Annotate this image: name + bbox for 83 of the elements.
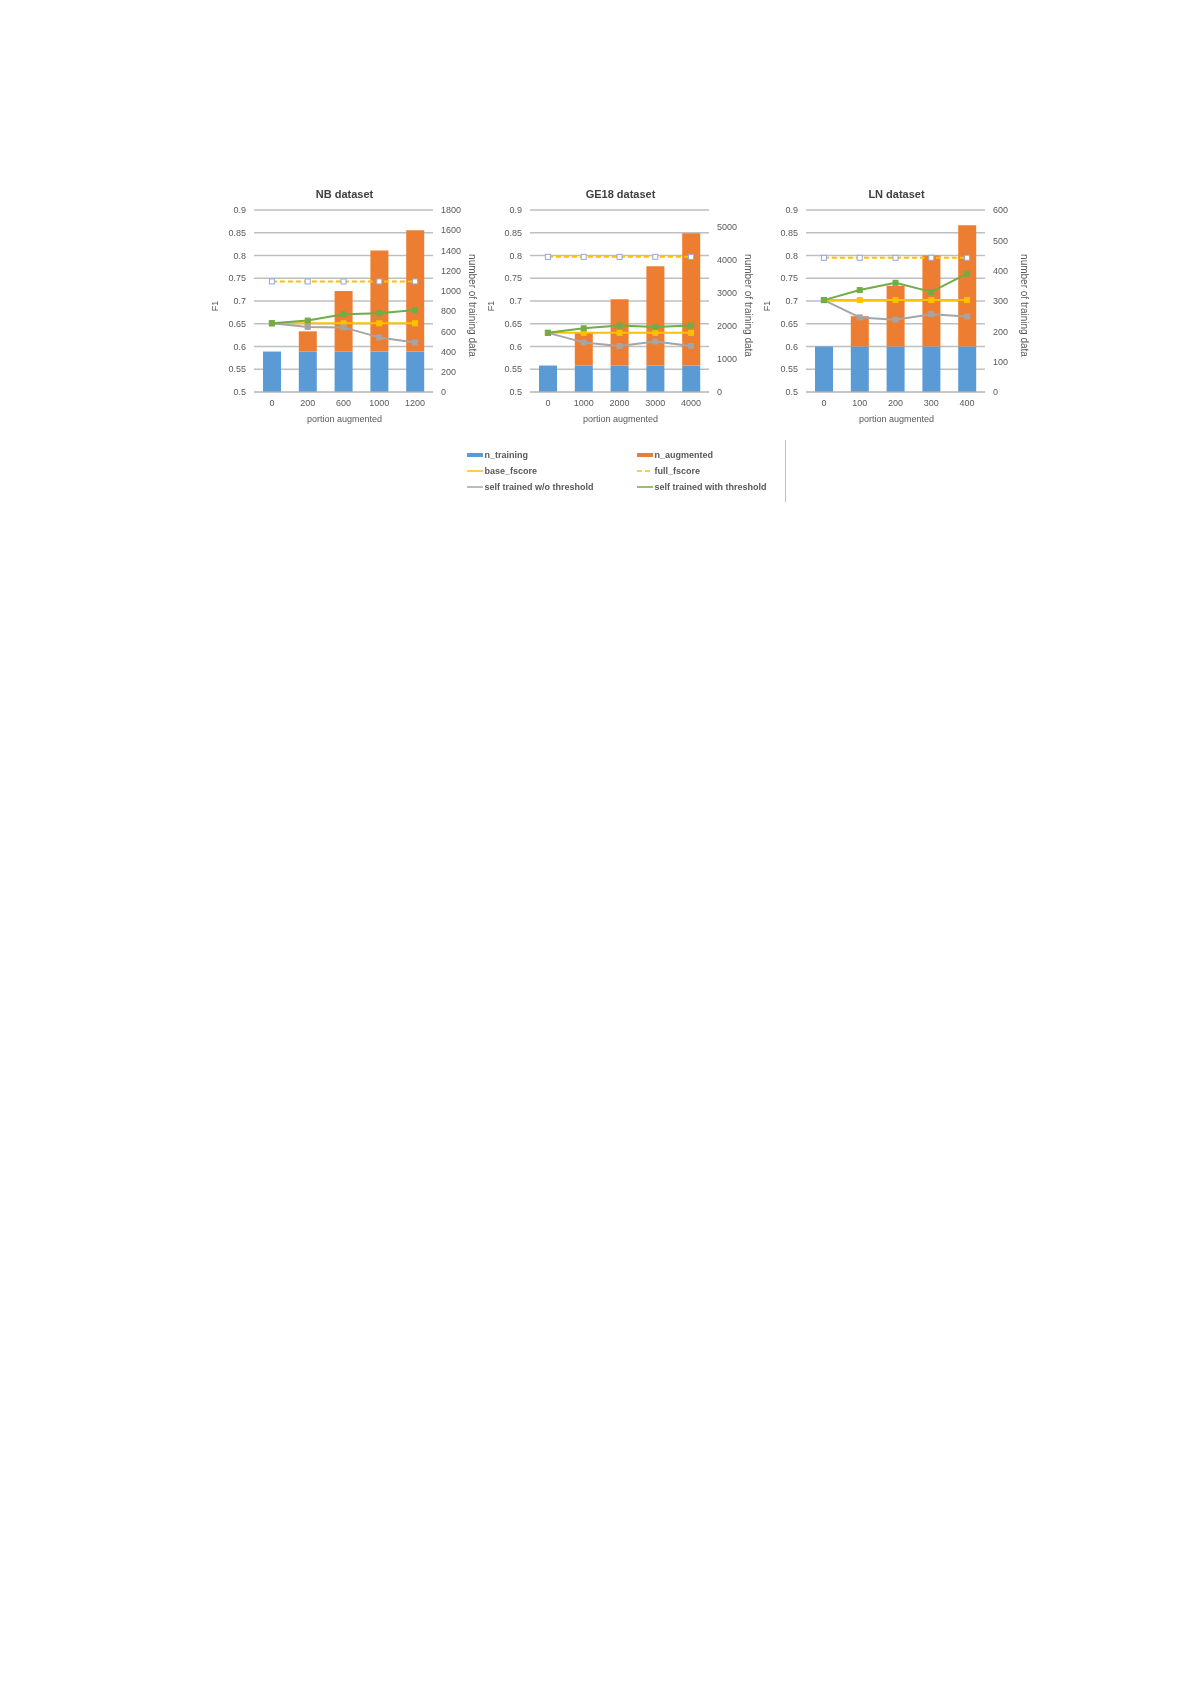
y2-tick-label: 0 — [717, 387, 723, 398]
y2-tick-label: 1800 — [441, 205, 462, 216]
y-tick-label: 0.5 — [509, 387, 522, 398]
y2-tick-label: 100 — [993, 356, 1009, 367]
y-tick-label: 0.7 — [233, 296, 246, 307]
y-tick-label: 0.65 — [228, 318, 246, 329]
y2-tick-label: 2000 — [717, 321, 738, 332]
x-tick-label: 400 — [959, 398, 975, 409]
x-axis-title: portion augmented — [581, 414, 660, 424]
y-tick-label: 0.85 — [228, 227, 246, 238]
y2-tick-label: 800 — [441, 306, 457, 317]
y-tick-label: 0.8 — [785, 250, 798, 261]
legend-label: n_augmented — [654, 450, 714, 460]
y-tick-label: 0.65 — [504, 318, 522, 329]
y-tick-label: 0.5 — [785, 387, 798, 398]
legend-label: n_training — [484, 450, 529, 460]
x-tick-label: 1200 — [405, 398, 426, 409]
y-tick-label: 0.9 — [233, 205, 246, 216]
y-tick-label: 0.7 — [785, 296, 798, 307]
y2-axis-title: number of training data — [1018, 254, 1030, 357]
x-tick-label: 300 — [923, 398, 939, 409]
y2-tick-label: 0 — [993, 387, 999, 398]
y2-tick-label: 1200 — [441, 265, 462, 276]
y2-tick-label: 1600 — [441, 225, 462, 236]
y-tick-label: 0.8 — [233, 250, 246, 261]
x-tick-label: 4000 — [681, 398, 702, 409]
y-tick-label: 0.8 — [509, 250, 522, 261]
y-axis-title: F1 — [209, 300, 220, 311]
chart-title: NB dataset — [314, 188, 375, 202]
y-tick-label: 0.75 — [780, 273, 798, 284]
x-tick-label: 600 — [335, 398, 352, 409]
y-tick-label: 0.85 — [780, 227, 798, 238]
y2-tick-label: 600 — [993, 205, 1009, 216]
y-tick-label: 0.5 — [233, 387, 246, 398]
y2-tick-label: 5000 — [717, 221, 738, 232]
y2-tick-label: 600 — [441, 326, 457, 337]
y2-tick-label: 1000 — [717, 354, 738, 365]
x-tick-label: 0 — [269, 398, 275, 409]
y-axis-title: F1 — [485, 300, 496, 311]
y-tick-label: 0.75 — [228, 273, 246, 284]
y2-axis-title: number of training data — [742, 254, 754, 357]
x-tick-label: 0 — [821, 398, 827, 409]
chart-title: LN dataset — [867, 188, 926, 202]
y-tick-label: 0.55 — [228, 364, 246, 375]
y2-tick-label: 3000 — [717, 287, 738, 298]
x-tick-label: 1000 — [573, 398, 594, 409]
x-axis-title: portion augmented — [305, 414, 384, 424]
legend-label: self trained with threshold — [654, 482, 767, 492]
legend-label: full_fscore — [654, 466, 701, 476]
y2-tick-label: 300 — [993, 296, 1009, 307]
y-tick-label: 0.75 — [504, 273, 522, 284]
chart-title: GE18 dataset — [584, 188, 657, 202]
x-tick-label: 200 — [887, 398, 904, 409]
y-tick-label: 0.9 — [509, 205, 522, 216]
y-axis-title: F1 — [761, 300, 772, 311]
y-tick-label: 0.9 — [785, 205, 798, 216]
x-axis-title: portion augmented — [857, 414, 936, 424]
y-tick-label: 0.55 — [780, 364, 798, 375]
x-tick-label: 200 — [300, 398, 316, 409]
y-tick-label: 0.6 — [233, 341, 246, 352]
legend-label: self trained w/o threshold — [484, 482, 594, 492]
y2-tick-label: 200 — [993, 326, 1009, 337]
x-tick-label: 3000 — [645, 398, 666, 409]
y2-tick-label: 4000 — [717, 254, 738, 265]
x-tick-label: 100 — [852, 398, 868, 409]
y2-tick-label: 1400 — [441, 245, 462, 256]
y2-tick-label: 400 — [993, 265, 1009, 276]
y2-tick-label: 200 — [441, 366, 457, 377]
y2-tick-label: 1000 — [441, 286, 462, 297]
y2-tick-label: 0 — [441, 387, 447, 398]
y-tick-label: 0.7 — [509, 296, 522, 307]
legend-label: base_fscore — [484, 466, 538, 476]
y-tick-label: 0.6 — [785, 341, 798, 352]
y-tick-label: 0.65 — [780, 318, 798, 329]
y2-tick-label: 400 — [441, 346, 457, 357]
y-tick-label: 0.55 — [504, 364, 522, 375]
y2-axis-title: number of training data — [466, 254, 478, 357]
x-tick-label: 0 — [545, 398, 551, 409]
y2-tick-label: 500 — [993, 235, 1009, 246]
x-tick-label: 1000 — [369, 398, 390, 409]
y-tick-label: 0.6 — [509, 341, 522, 352]
y-tick-label: 0.85 — [504, 227, 522, 238]
x-tick-label: 2000 — [609, 398, 630, 409]
